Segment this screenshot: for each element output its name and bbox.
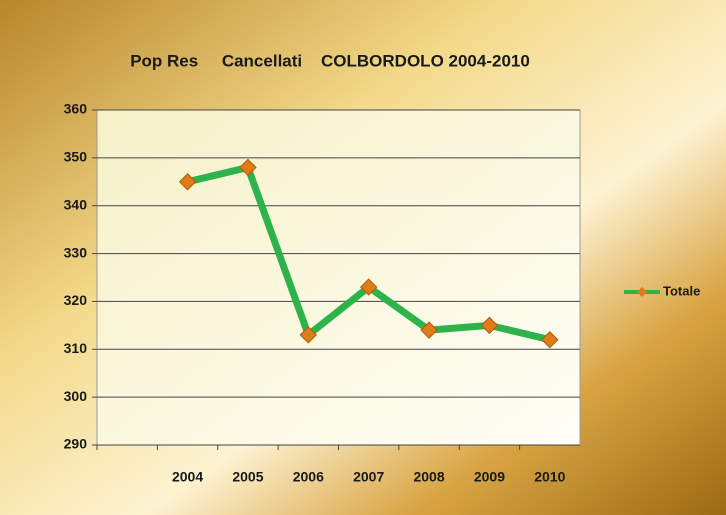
x-tick-label: 2008 — [413, 469, 444, 485]
x-tick-label: 2005 — [232, 469, 263, 485]
x-tick-label: 2009 — [474, 469, 505, 485]
marker — [239, 158, 257, 177]
y-tick-label: 350 — [64, 149, 88, 165]
y-tick-label: 330 — [64, 244, 88, 260]
x-tick-label: 2010 — [534, 469, 565, 485]
x-tick-label: 2004 — [172, 469, 203, 485]
marker — [541, 331, 559, 349]
marker — [299, 326, 318, 344]
marker — [178, 173, 197, 191]
chart-title: Pop Res Cancellati COLBORDOLO 2004-2010 — [130, 51, 530, 70]
legend-label: Totale — [663, 283, 700, 298]
y-tick-label: 340 — [64, 196, 88, 212]
y-tick-label: 320 — [64, 292, 88, 308]
marker — [359, 278, 378, 296]
x-tick-label: 2007 — [353, 469, 384, 485]
y-tick-label: 310 — [64, 340, 88, 356]
y-tick-label: 290 — [64, 436, 88, 452]
marker — [480, 316, 499, 335]
plot-area — [96, 109, 581, 446]
legend-marker — [637, 287, 647, 297]
y-tick-label: 300 — [64, 388, 88, 404]
y-tick-label: 360 — [64, 101, 88, 117]
marker — [420, 321, 438, 339]
x-tick-label: 2006 — [293, 469, 324, 485]
